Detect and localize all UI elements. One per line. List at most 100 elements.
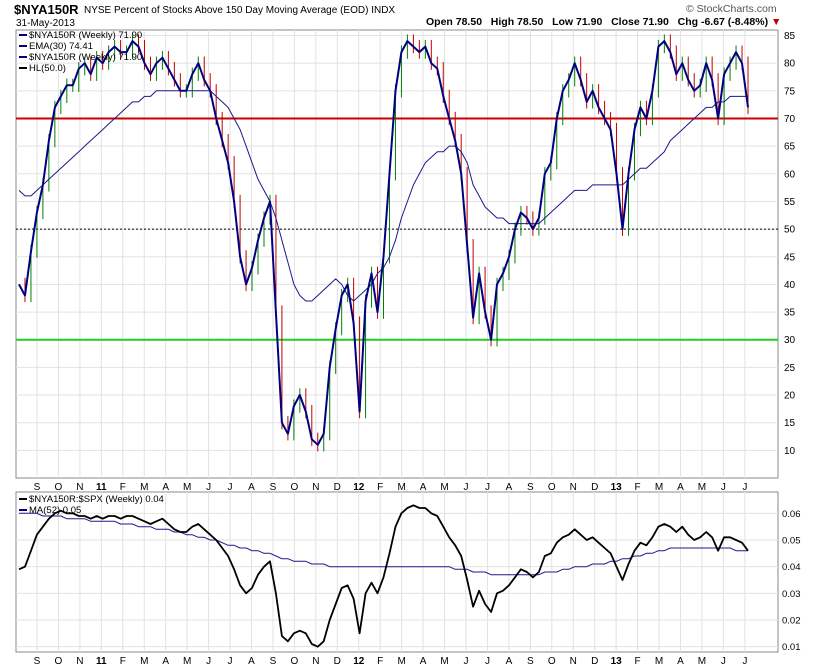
ohlc-readout: Open 78.50 High 78.50 Low 71.90 Close 71… bbox=[426, 16, 781, 28]
ratio-x-tick-label: F bbox=[120, 656, 126, 667]
ratio-y-tick-label: 0.04 bbox=[782, 562, 801, 573]
legend-top-swatch-icon bbox=[19, 34, 27, 37]
legend-bottom-swatch-icon bbox=[19, 509, 27, 512]
ratio-ma52-line bbox=[19, 512, 748, 576]
ratio-x-tick-label: J bbox=[206, 656, 211, 667]
price-x-tick-label: N bbox=[76, 482, 83, 493]
price-x-tick-label: F bbox=[635, 482, 641, 493]
price-x-tick-label: N bbox=[570, 482, 577, 493]
ratio-x-tick-label: O bbox=[291, 656, 299, 667]
ratio-y-tick-label: 0.01 bbox=[782, 642, 801, 653]
price-x-tick-label: O bbox=[291, 482, 299, 493]
ratio-y-tick-label: 0.06 bbox=[782, 509, 801, 520]
chart-description: NYSE Percent of Stocks Above 150 Day Mov… bbox=[84, 5, 395, 16]
ratio-x-tick-label: S bbox=[34, 656, 41, 667]
legend-top-label: EMA(30) 74.41 bbox=[29, 41, 93, 52]
legend-bottom: $NYA150R:$SPX (Weekly) 0.04 MA(52) 0.05 bbox=[19, 494, 164, 516]
ratio-x-tick-label: J bbox=[485, 656, 490, 667]
price-x-tick-label: S bbox=[34, 482, 41, 493]
legend-top-label: $NYA150R (Weekly) 71.90 bbox=[29, 30, 143, 41]
price-y-tick-label: 55 bbox=[784, 197, 796, 208]
price-x-tick-label: A bbox=[420, 482, 427, 493]
ratio-x-tick-label: F bbox=[377, 656, 383, 667]
price-x-tick-label: J bbox=[742, 482, 747, 493]
ratio-x-tick-label: N bbox=[570, 656, 577, 667]
ratio-x-tick-label: 12 bbox=[353, 656, 365, 667]
price-x-tick-label: N bbox=[312, 482, 319, 493]
chart-date: 31-May-2013 bbox=[16, 18, 75, 29]
price-x-tick-label: S bbox=[527, 482, 534, 493]
ratio-x-tick-label: 13 bbox=[611, 656, 623, 667]
ratio-x-tick-label: J bbox=[742, 656, 747, 667]
legend-top-swatch-icon bbox=[19, 45, 27, 48]
ratio-x-tick-label: A bbox=[420, 656, 427, 667]
price-x-tick-label: 11 bbox=[96, 482, 107, 493]
legend-bottom-label: $NYA150R:$SPX (Weekly) 0.04 bbox=[29, 494, 164, 505]
price-y-tick-label: 65 bbox=[784, 142, 796, 153]
ratio-x-tick-label: N bbox=[312, 656, 319, 667]
price-x-tick-label: A bbox=[677, 482, 684, 493]
price-x-tick-label: F bbox=[120, 482, 126, 493]
legend-top-swatch-icon bbox=[19, 56, 27, 59]
legend-top-label: HL(50.0) bbox=[29, 63, 66, 74]
ratio-x-tick-label: M bbox=[183, 656, 191, 667]
ratio-x-tick-label: M bbox=[655, 656, 663, 667]
price-x-tick-label: M bbox=[698, 482, 706, 493]
ratio-x-tick-label: 11 bbox=[96, 656, 107, 667]
ratio-x-tick-label: S bbox=[270, 656, 277, 667]
brand-watermark: © StockCharts.com bbox=[686, 3, 777, 15]
price-x-tick-label: O bbox=[548, 482, 556, 493]
legend-bottom-label: MA(52) 0.05 bbox=[29, 505, 82, 516]
price-x-tick-label: D bbox=[334, 482, 341, 493]
ratio-x-tick-label: J bbox=[721, 656, 726, 667]
down-arrow-icon: ▼ bbox=[768, 16, 782, 28]
price-x-tick-label: A bbox=[162, 482, 169, 493]
open-value: Open 78.50 bbox=[426, 16, 483, 28]
change-value: Chg -6.67 (-8.48%) bbox=[677, 16, 769, 28]
legend-bottom-item: $NYA150R:$SPX (Weekly) 0.04 bbox=[19, 494, 164, 505]
price-x-tick-label: M bbox=[440, 482, 448, 493]
ratio-x-tick-label: D bbox=[591, 656, 598, 667]
price-x-tick-label: A bbox=[248, 482, 255, 493]
ratio-panel-frame bbox=[15, 491, 779, 653]
price-x-tick-label: S bbox=[270, 482, 277, 493]
ratio-y-tick-label: 0.02 bbox=[782, 616, 801, 627]
legend-top-label: $NYA150R (Weekly) 71.90 bbox=[29, 52, 143, 63]
ratio-x-tick-label: F bbox=[635, 656, 641, 667]
price-y-tick-label: 25 bbox=[784, 363, 796, 374]
price-x-tick-label: J bbox=[464, 482, 469, 493]
legend-top-item: $NYA150R (Weekly) 71.90 bbox=[19, 52, 142, 63]
ratio-x-tick-label: J bbox=[464, 656, 469, 667]
legend-bottom-item: MA(52) 0.05 bbox=[19, 505, 164, 516]
price-y-tick-label: 20 bbox=[784, 391, 796, 402]
price-x-tick-label: J bbox=[721, 482, 726, 493]
ratio-y-tick-label: 0.05 bbox=[782, 536, 801, 547]
legend-top: $NYA150R (Weekly) 71.90 EMA(30) 74.41 $NYA… bbox=[19, 30, 142, 74]
legend-top-swatch-icon bbox=[19, 67, 27, 70]
chart-symbol: $NYA150R bbox=[14, 2, 79, 17]
ratio-x-tick-label: D bbox=[334, 656, 341, 667]
price-x-tick-label: M bbox=[397, 482, 405, 493]
price-y-tick-label: 15 bbox=[784, 418, 796, 429]
legend-bottom-swatch-icon bbox=[19, 498, 27, 501]
percent-above-150ma-line bbox=[18, 40, 749, 446]
price-y-tick-label: 50 bbox=[784, 225, 796, 236]
price-y-tick-label: 40 bbox=[784, 280, 796, 291]
price-x-tick-label: 12 bbox=[353, 482, 365, 493]
price-x-tick-label: F bbox=[377, 482, 383, 493]
price-y-tick-label: 60 bbox=[784, 169, 796, 180]
price-y-tick-label: 30 bbox=[784, 335, 796, 346]
exchange-text: INDX bbox=[371, 5, 396, 16]
legend-top-item: $NYA150R (Weekly) 71.90 bbox=[19, 30, 142, 41]
price-x-tick-label: D bbox=[591, 482, 598, 493]
ratio-x-tick-label: A bbox=[506, 656, 513, 667]
close-value: Close 71.90 bbox=[611, 16, 669, 28]
low-value: Low 71.90 bbox=[552, 16, 603, 28]
price-x-tick-label: O bbox=[55, 482, 63, 493]
legend-top-item: EMA(30) 74.41 bbox=[19, 41, 142, 52]
ratio-x-tick-label: J bbox=[228, 656, 233, 667]
price-panel-frame bbox=[15, 29, 779, 479]
price-x-tick-label: J bbox=[228, 482, 233, 493]
high-value: High 78.50 bbox=[490, 16, 544, 28]
